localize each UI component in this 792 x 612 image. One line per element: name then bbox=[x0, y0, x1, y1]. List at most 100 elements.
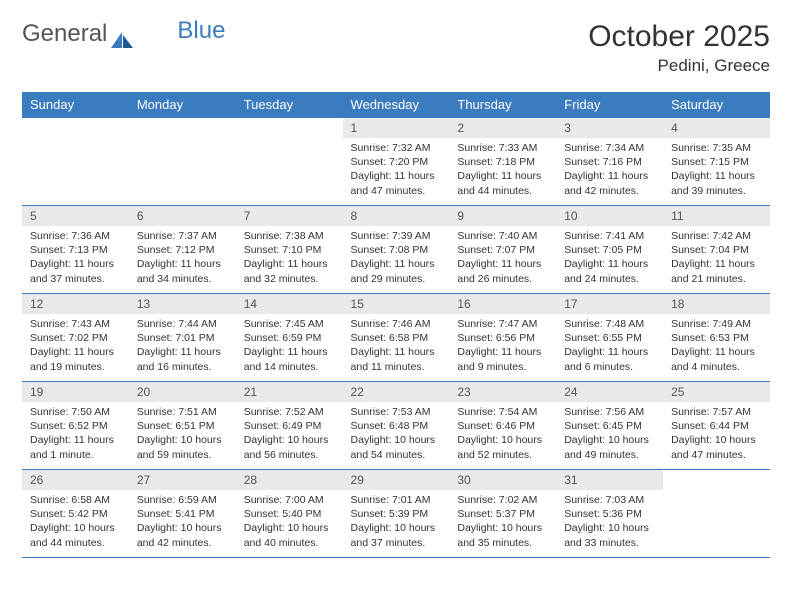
day-number: 17 bbox=[556, 294, 663, 314]
day-number: 11 bbox=[663, 206, 770, 226]
calendar-cell: 6Sunrise: 7:37 AMSunset: 7:12 PMDaylight… bbox=[129, 206, 236, 294]
day-number: 25 bbox=[663, 382, 770, 402]
calendar-cell: 25Sunrise: 7:57 AMSunset: 6:44 PMDayligh… bbox=[663, 382, 770, 470]
day-details: Sunrise: 7:50 AMSunset: 6:52 PMDaylight:… bbox=[22, 402, 129, 468]
brand-logo: General Blue bbox=[22, 20, 225, 48]
day-number: 13 bbox=[129, 294, 236, 314]
calendar-cell: 4Sunrise: 7:35 AMSunset: 7:15 PMDaylight… bbox=[663, 118, 770, 206]
day-details: Sunrise: 7:44 AMSunset: 7:01 PMDaylight:… bbox=[129, 314, 236, 380]
day-number: 23 bbox=[449, 382, 556, 402]
day-number: 7 bbox=[236, 206, 343, 226]
calendar-cell: 29Sunrise: 7:01 AMSunset: 5:39 PMDayligh… bbox=[343, 470, 450, 558]
day-details: Sunrise: 7:01 AMSunset: 5:39 PMDaylight:… bbox=[343, 490, 450, 556]
calendar-cell: 7Sunrise: 7:38 AMSunset: 7:10 PMDaylight… bbox=[236, 206, 343, 294]
calendar-cell: 28Sunrise: 7:00 AMSunset: 5:40 PMDayligh… bbox=[236, 470, 343, 558]
calendar-cell: 13Sunrise: 7:44 AMSunset: 7:01 PMDayligh… bbox=[129, 294, 236, 382]
day-details: Sunrise: 7:45 AMSunset: 6:59 PMDaylight:… bbox=[236, 314, 343, 380]
calendar-cell: 19Sunrise: 7:50 AMSunset: 6:52 PMDayligh… bbox=[22, 382, 129, 470]
calendar-page: General Blue October 2025 Pedini, Greece… bbox=[0, 0, 792, 578]
calendar-cell: 27Sunrise: 6:59 AMSunset: 5:41 PMDayligh… bbox=[129, 470, 236, 558]
day-details: Sunrise: 7:38 AMSunset: 7:10 PMDaylight:… bbox=[236, 226, 343, 292]
day-details: Sunrise: 6:59 AMSunset: 5:41 PMDaylight:… bbox=[129, 490, 236, 556]
day-number: 27 bbox=[129, 470, 236, 490]
day-details: Sunrise: 7:53 AMSunset: 6:48 PMDaylight:… bbox=[343, 402, 450, 468]
day-number: 5 bbox=[22, 206, 129, 226]
day-number: 8 bbox=[343, 206, 450, 226]
day-details: Sunrise: 7:40 AMSunset: 7:07 PMDaylight:… bbox=[449, 226, 556, 292]
day-number: 19 bbox=[22, 382, 129, 402]
day-details: Sunrise: 7:43 AMSunset: 7:02 PMDaylight:… bbox=[22, 314, 129, 380]
calendar-cell: 5Sunrise: 7:36 AMSunset: 7:13 PMDaylight… bbox=[22, 206, 129, 294]
day-details: Sunrise: 7:34 AMSunset: 7:16 PMDaylight:… bbox=[556, 138, 663, 204]
weekday-header-row: SundayMondayTuesdayWednesdayThursdayFrid… bbox=[22, 92, 770, 118]
calendar-cell: 31Sunrise: 7:03 AMSunset: 5:36 PMDayligh… bbox=[556, 470, 663, 558]
calendar-cell: 18Sunrise: 7:49 AMSunset: 6:53 PMDayligh… bbox=[663, 294, 770, 382]
day-number: 24 bbox=[556, 382, 663, 402]
location-label: Pedini, Greece bbox=[588, 56, 770, 76]
day-details: Sunrise: 7:41 AMSunset: 7:05 PMDaylight:… bbox=[556, 226, 663, 292]
day-number: 9 bbox=[449, 206, 556, 226]
day-details: Sunrise: 7:03 AMSunset: 5:36 PMDaylight:… bbox=[556, 490, 663, 556]
calendar-cell: 8Sunrise: 7:39 AMSunset: 7:08 PMDaylight… bbox=[343, 206, 450, 294]
calendar-row: 5Sunrise: 7:36 AMSunset: 7:13 PMDaylight… bbox=[22, 206, 770, 294]
calendar-cell: 12Sunrise: 7:43 AMSunset: 7:02 PMDayligh… bbox=[22, 294, 129, 382]
calendar-cell-empty bbox=[22, 118, 129, 206]
calendar-cell-empty bbox=[129, 118, 236, 206]
day-number: 3 bbox=[556, 118, 663, 138]
day-number: 15 bbox=[343, 294, 450, 314]
day-number: 10 bbox=[556, 206, 663, 226]
calendar-cell: 15Sunrise: 7:46 AMSunset: 6:58 PMDayligh… bbox=[343, 294, 450, 382]
weekday-header: Friday bbox=[556, 92, 663, 118]
day-number: 22 bbox=[343, 382, 450, 402]
calendar-cell: 17Sunrise: 7:48 AMSunset: 6:55 PMDayligh… bbox=[556, 294, 663, 382]
day-details: Sunrise: 7:00 AMSunset: 5:40 PMDaylight:… bbox=[236, 490, 343, 556]
calendar-cell: 2Sunrise: 7:33 AMSunset: 7:18 PMDaylight… bbox=[449, 118, 556, 206]
calendar-row: 12Sunrise: 7:43 AMSunset: 7:02 PMDayligh… bbox=[22, 294, 770, 382]
day-details: Sunrise: 7:46 AMSunset: 6:58 PMDaylight:… bbox=[343, 314, 450, 380]
day-number: 6 bbox=[129, 206, 236, 226]
calendar-cell: 16Sunrise: 7:47 AMSunset: 6:56 PMDayligh… bbox=[449, 294, 556, 382]
month-title: October 2025 bbox=[588, 20, 770, 54]
weekday-header: Wednesday bbox=[343, 92, 450, 118]
day-details: Sunrise: 7:54 AMSunset: 6:46 PMDaylight:… bbox=[449, 402, 556, 468]
calendar-row: 19Sunrise: 7:50 AMSunset: 6:52 PMDayligh… bbox=[22, 382, 770, 470]
calendar-cell: 23Sunrise: 7:54 AMSunset: 6:46 PMDayligh… bbox=[449, 382, 556, 470]
day-details: Sunrise: 7:52 AMSunset: 6:49 PMDaylight:… bbox=[236, 402, 343, 468]
day-number: 12 bbox=[22, 294, 129, 314]
day-details: Sunrise: 7:32 AMSunset: 7:20 PMDaylight:… bbox=[343, 138, 450, 204]
day-number: 14 bbox=[236, 294, 343, 314]
calendar-cell: 14Sunrise: 7:45 AMSunset: 6:59 PMDayligh… bbox=[236, 294, 343, 382]
calendar-cell: 21Sunrise: 7:52 AMSunset: 6:49 PMDayligh… bbox=[236, 382, 343, 470]
title-block: October 2025 Pedini, Greece bbox=[588, 20, 770, 76]
day-number: 31 bbox=[556, 470, 663, 490]
day-details: Sunrise: 7:39 AMSunset: 7:08 PMDaylight:… bbox=[343, 226, 450, 292]
day-number: 28 bbox=[236, 470, 343, 490]
day-details: Sunrise: 6:58 AMSunset: 5:42 PMDaylight:… bbox=[22, 490, 129, 556]
calendar-cell: 1Sunrise: 7:32 AMSunset: 7:20 PMDaylight… bbox=[343, 118, 450, 206]
day-number: 4 bbox=[663, 118, 770, 138]
calendar-cell: 26Sunrise: 6:58 AMSunset: 5:42 PMDayligh… bbox=[22, 470, 129, 558]
calendar-cell: 10Sunrise: 7:41 AMSunset: 7:05 PMDayligh… bbox=[556, 206, 663, 294]
weekday-header: Thursday bbox=[449, 92, 556, 118]
day-details: Sunrise: 7:37 AMSunset: 7:12 PMDaylight:… bbox=[129, 226, 236, 292]
day-number: 20 bbox=[129, 382, 236, 402]
day-number: 18 bbox=[663, 294, 770, 314]
weekday-header: Monday bbox=[129, 92, 236, 118]
calendar-cell: 11Sunrise: 7:42 AMSunset: 7:04 PMDayligh… bbox=[663, 206, 770, 294]
day-details: Sunrise: 7:51 AMSunset: 6:51 PMDaylight:… bbox=[129, 402, 236, 468]
brand-word-1: General bbox=[22, 20, 107, 48]
header: General Blue October 2025 Pedini, Greece bbox=[22, 20, 770, 76]
day-number: 29 bbox=[343, 470, 450, 490]
day-details: Sunrise: 7:36 AMSunset: 7:13 PMDaylight:… bbox=[22, 226, 129, 292]
day-details: Sunrise: 7:56 AMSunset: 6:45 PMDaylight:… bbox=[556, 402, 663, 468]
day-number: 30 bbox=[449, 470, 556, 490]
day-number: 16 bbox=[449, 294, 556, 314]
weekday-header: Tuesday bbox=[236, 92, 343, 118]
day-number: 21 bbox=[236, 382, 343, 402]
calendar-row: 26Sunrise: 6:58 AMSunset: 5:42 PMDayligh… bbox=[22, 470, 770, 558]
calendar-cell: 24Sunrise: 7:56 AMSunset: 6:45 PMDayligh… bbox=[556, 382, 663, 470]
calendar-row: 1Sunrise: 7:32 AMSunset: 7:20 PMDaylight… bbox=[22, 118, 770, 206]
calendar-cell: 9Sunrise: 7:40 AMSunset: 7:07 PMDaylight… bbox=[449, 206, 556, 294]
calendar-cell: 3Sunrise: 7:34 AMSunset: 7:16 PMDaylight… bbox=[556, 118, 663, 206]
day-details: Sunrise: 7:35 AMSunset: 7:15 PMDaylight:… bbox=[663, 138, 770, 204]
